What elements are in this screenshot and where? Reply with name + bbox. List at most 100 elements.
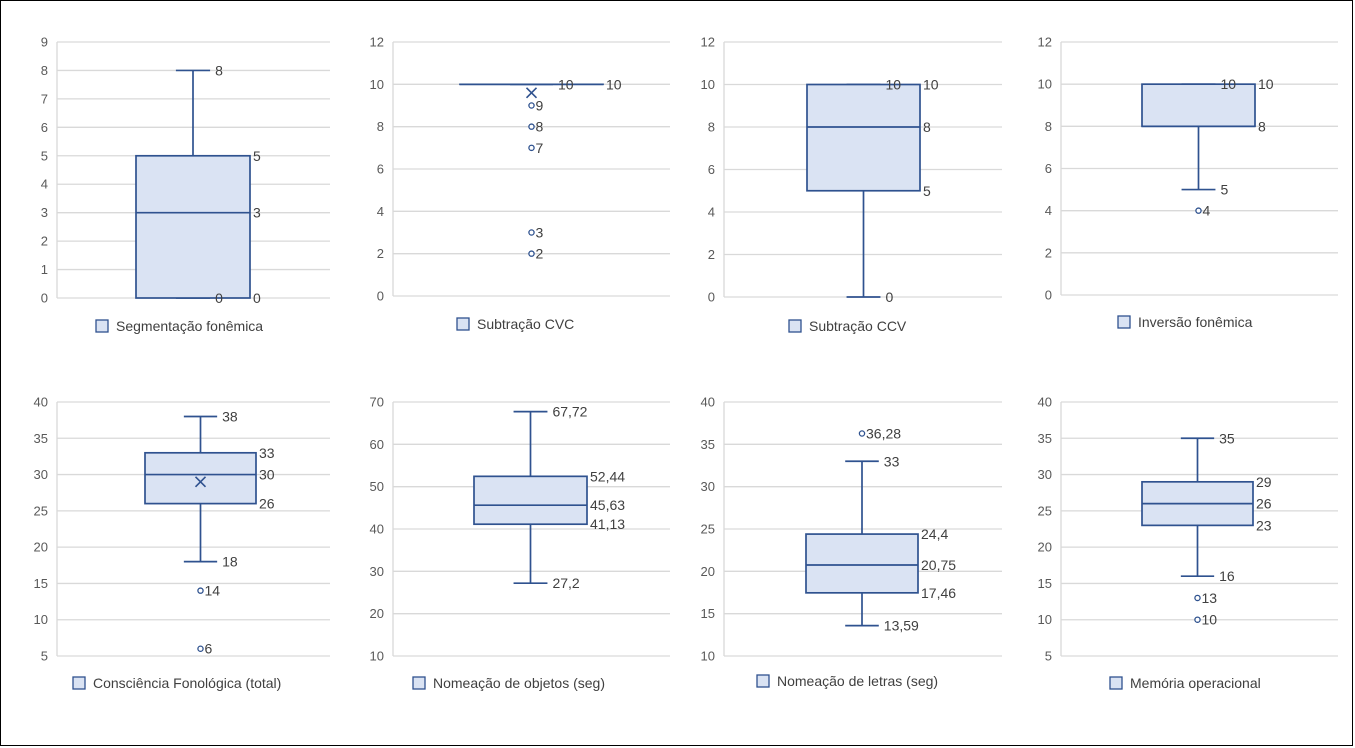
panel-6-ytick-label: 70 [370, 395, 384, 410]
panel-5-ytick-label: 20 [34, 540, 48, 555]
panel-4-legend-swatch [1117, 315, 1131, 329]
panel-3-data-label: 8 [923, 119, 931, 135]
panel-2-data-label: 9 [536, 98, 544, 114]
panel-2-outlier-point [528, 144, 535, 152]
panel-3-ytick-label: 8 [708, 120, 715, 135]
panel-4-ytick-label: 6 [1045, 161, 1052, 176]
panel-3-data-label: 5 [923, 183, 931, 199]
panel-7-data-label: 24,4 [921, 526, 948, 542]
panel-4-ytick-label: 0 [1045, 288, 1052, 303]
panel-1-data-label: 8 [215, 62, 223, 78]
panel-8-outlier-point [1194, 594, 1201, 602]
panel-8-data-label: 16 [1219, 568, 1235, 584]
panel-2-mean-marker [525, 87, 538, 99]
panel-5-ytick-label: 5 [41, 649, 48, 664]
panel-7-ytick-label: 25 [701, 522, 715, 537]
panel-1-ytick-label: 1 [41, 262, 48, 277]
panel-4-ytick-label: 12 [1038, 35, 1052, 50]
panel-6-ytick-label: 20 [370, 606, 384, 621]
panel-8-legend-label: Memória operacional [1130, 675, 1261, 691]
panel-6-legend-swatch [412, 676, 426, 690]
panel-6-ytick-label: 30 [370, 564, 384, 579]
panel-3-data-label: 10 [885, 77, 901, 93]
panel-7-ytick-label: 20 [701, 564, 715, 579]
panel-8-data-label: 26 [1256, 496, 1272, 512]
panel-6-data-label: 52,44 [590, 468, 625, 484]
panel-7-data-label: 36,28 [866, 425, 901, 441]
panel-6-legend-label: Nomeação de objetos (seg) [433, 675, 605, 691]
panel-1-ytick-label: 4 [41, 177, 48, 192]
panel-7-ytick-label: 40 [701, 395, 715, 410]
panel-1-legend-label: Segmentação fonêmica [116, 318, 263, 334]
panel-3-legend-label: Subtração CCV [809, 318, 907, 334]
panel-5-data-label: 6 [205, 641, 213, 657]
panel-1-ytick-label: 6 [41, 120, 48, 135]
panel-4-ytick-label: 8 [1045, 119, 1052, 134]
panel-2-ytick-label: 2 [377, 246, 384, 261]
panel-3-ytick-label: 2 [708, 247, 715, 262]
panel-5-box [144, 451, 257, 505]
panel-2-outlier-point [528, 229, 535, 236]
panel-6-ytick-label: 40 [370, 522, 384, 537]
panel-7-data-label: 13,59 [884, 618, 919, 634]
panel-6-data-label: 41,13 [590, 516, 625, 532]
panel-4-legend-label: Inversão fonêmica [1138, 314, 1253, 330]
panel-2-ytick-label: 4 [377, 204, 384, 219]
panel-2-ytick-label: 0 [377, 289, 384, 304]
panel-2-data-label: 2 [536, 246, 544, 262]
panel-5-ytick-label: 10 [34, 612, 48, 627]
panel-7-ytick-label: 10 [701, 649, 715, 664]
panel-1-ytick-label: 0 [41, 291, 48, 306]
panel-8-data-label: 10 [1202, 612, 1218, 628]
panel-2-ytick-label: 8 [377, 119, 384, 134]
panel-1-ytick-label: 9 [41, 35, 48, 50]
panel-8-data-label: 35 [1219, 430, 1235, 446]
panel-2-outlier-point [528, 102, 535, 109]
panel-4-ytick-label: 4 [1045, 203, 1052, 218]
panel-8-ytick-label: 5 [1045, 649, 1052, 664]
panel-5-ytick-label: 15 [34, 576, 48, 591]
panel-2-data-label: 7 [536, 140, 544, 156]
panel-4-box [1141, 83, 1256, 128]
panel-3-ytick-label: 12 [701, 35, 715, 50]
panel-3-data-label: 0 [885, 289, 893, 305]
panel-1-data-label: 5 [253, 148, 261, 164]
panel-5-mean-marker [194, 476, 207, 488]
panel-4-ytick-label: 10 [1038, 77, 1052, 92]
panel-1-ytick-label: 2 [41, 234, 48, 249]
panel-2-legend-swatch [456, 317, 470, 331]
panel-7-data-label: 20,75 [921, 557, 956, 573]
panel-2-outlier-point [528, 123, 535, 130]
panel-6-ytick-label: 60 [370, 437, 384, 452]
panel-5-outlier-point [197, 645, 204, 652]
panel-3-box [806, 83, 921, 192]
panel-7-outlier-point [858, 430, 866, 437]
panel-3-data-label: 10 [923, 77, 939, 93]
panel-5-ytick-label: 25 [34, 503, 48, 518]
panel-2-ytick-label: 10 [370, 77, 384, 92]
panel-8-ytick-label: 10 [1038, 612, 1052, 627]
panel-8-ytick-label: 30 [1038, 467, 1052, 482]
panel-2-data-label: 10 [606, 76, 622, 92]
panel-3-legend-swatch [788, 319, 802, 333]
panel-7-box [805, 533, 919, 594]
panel-4-data-label: 5 [1220, 182, 1228, 198]
panel-5-data-label: 33 [259, 445, 275, 461]
panel-2-legend-label: Subtração CVC [477, 316, 574, 332]
panel-1-ytick-label: 5 [41, 148, 48, 163]
panel-2-ytick-label: 6 [377, 162, 384, 177]
panel-6-data-label: 27,2 [552, 575, 579, 591]
panel-7-legend-label: Nomeação de letras (seg) [777, 673, 938, 689]
panel-4-outlier-point [1195, 207, 1202, 214]
panel-7-ytick-label: 35 [701, 437, 715, 452]
panel-8-ytick-label: 20 [1038, 540, 1052, 555]
panel-5-data-label: 14 [205, 583, 221, 599]
panel-8-outlier-point [1194, 616, 1201, 623]
panel-2-ytick-label: 12 [370, 35, 384, 50]
panel-3-ytick-label: 0 [708, 290, 715, 305]
panel-2-data-label: 8 [536, 119, 544, 135]
panel-5-legend-swatch [72, 676, 86, 690]
panel-2-data-label: 3 [536, 225, 544, 241]
